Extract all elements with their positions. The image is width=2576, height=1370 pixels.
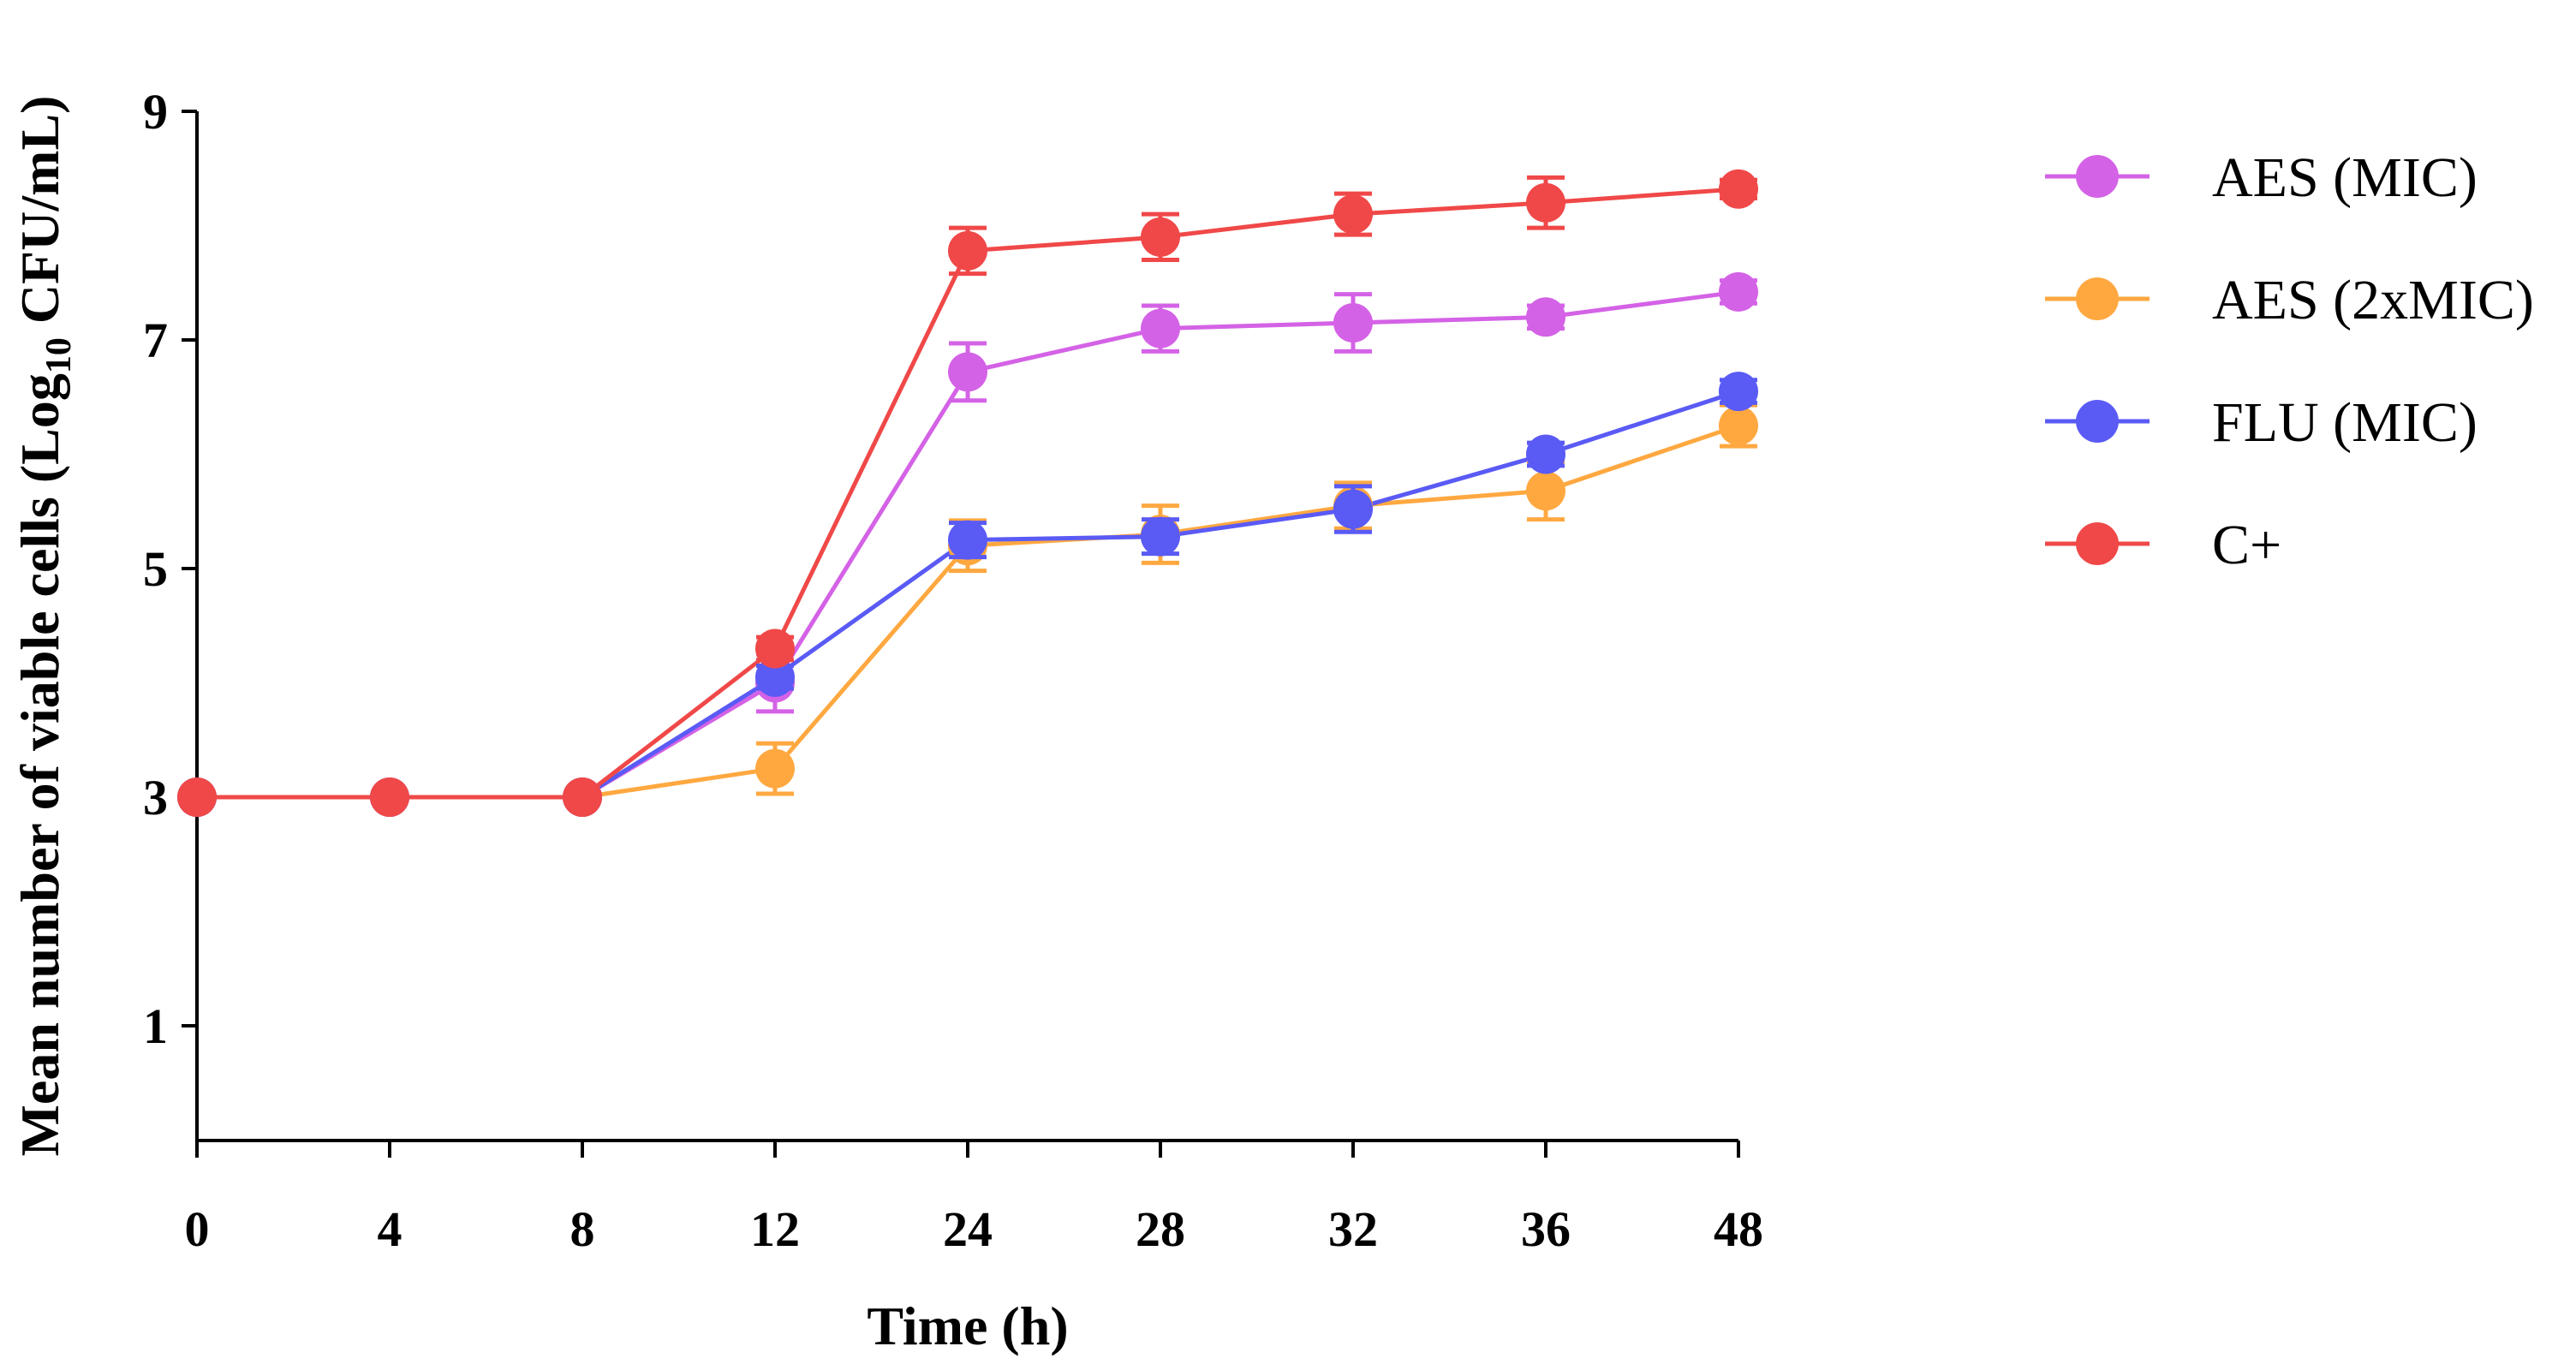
series-2-points: [177, 372, 1758, 817]
data-point: [1141, 217, 1180, 257]
data-point: [948, 520, 987, 560]
x-tick-label: 32: [1328, 1201, 1378, 1257]
data-point: [1333, 194, 1373, 235]
x-tick-label: 8: [570, 1201, 595, 1257]
x-tick-label: 12: [750, 1201, 800, 1257]
data-point: [370, 777, 409, 817]
legend-marker: [2076, 277, 2119, 320]
y-axis-title-prefix: Mean number of viable cells (Log: [9, 373, 70, 1156]
series-1-points: [177, 402, 1758, 817]
data-point: [1141, 308, 1180, 348]
y-tick-label: 7: [143, 313, 168, 368]
y-tick-label: 3: [143, 770, 168, 825]
data-point: [1526, 297, 1565, 337]
data-point: [1719, 169, 1758, 209]
legend-marker: [2076, 155, 2119, 198]
y-axis-title-suffix: CFU/mL): [9, 96, 70, 338]
data-point: [1719, 271, 1758, 312]
data-point: [755, 748, 795, 789]
legend: AES (MIC) AES (2xMIC) FLU (MIC) C+: [2045, 146, 2534, 576]
x-tick-label: 28: [1136, 1201, 1185, 1257]
legend-item: AES (2xMIC): [2045, 269, 2534, 331]
data-point: [1333, 489, 1373, 529]
data-point: [1526, 471, 1565, 511]
legend-marker: [2076, 400, 2119, 443]
data-point: [948, 352, 987, 392]
series-3-points: [177, 169, 1758, 817]
data-point: [755, 657, 795, 697]
x-axis-title: Time (h): [867, 1296, 1068, 1356]
x-tick-label: 48: [1714, 1201, 1763, 1257]
y-axis-title: Mean number of viable cells (Log10 CFU/m…: [9, 96, 79, 1157]
data-point: [1719, 372, 1758, 412]
legend-item: C+: [2045, 514, 2281, 576]
series-line-2: [197, 389, 1739, 800]
y-ticks: 1 3 5 7 9: [143, 84, 197, 1054]
legend-marker: [2076, 522, 2119, 565]
data-point: [563, 777, 602, 817]
x-tick-label: 24: [943, 1201, 993, 1257]
series-markers: [177, 169, 1758, 817]
x-ticks: 0 4 8 12 24 28 32 36 48: [185, 1141, 1763, 1257]
data-point: [1526, 182, 1565, 223]
data-point: [1526, 434, 1565, 474]
legend-label: FLU (MIC): [2212, 391, 2478, 454]
series-line-1: [197, 423, 1739, 800]
y-axis-title-subscript: 10: [39, 337, 79, 373]
y-tick-label: 9: [143, 84, 168, 140]
legend-label: AES (MIC): [2212, 146, 2478, 209]
x-tick-label: 36: [1521, 1201, 1571, 1257]
data-point: [755, 628, 795, 669]
data-point: [948, 230, 987, 271]
series-layer: [177, 169, 1758, 817]
data-point: [177, 777, 217, 817]
legend-label: AES (2xMIC): [2212, 269, 2534, 331]
y-tick-label: 5: [143, 541, 168, 597]
x-tick-label: 4: [378, 1201, 402, 1257]
data-point: [1333, 302, 1373, 342]
data-point: [1719, 406, 1758, 446]
legend-item: FLU (MIC): [2045, 391, 2478, 454]
legend-item: AES (MIC): [2045, 146, 2478, 209]
series-lines: [197, 187, 1739, 800]
legend-label: C+: [2212, 514, 2281, 576]
x-tick-label: 0: [185, 1201, 210, 1257]
data-point: [1141, 516, 1180, 557]
y-tick-label: 1: [143, 998, 168, 1054]
